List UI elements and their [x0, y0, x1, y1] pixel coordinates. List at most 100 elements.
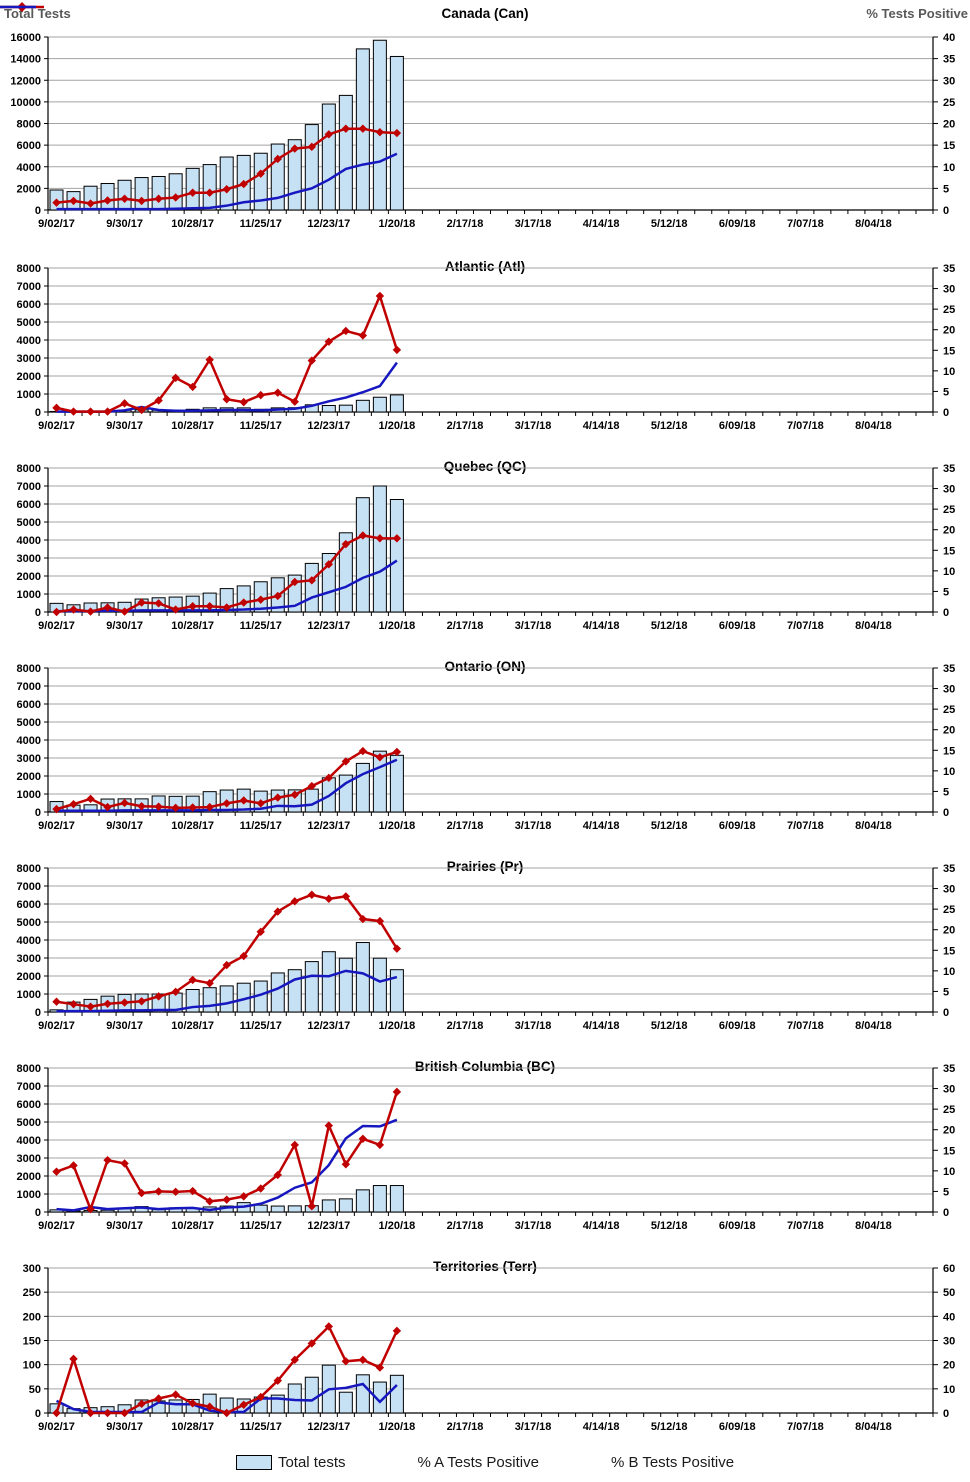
legend-label-pct-b: % B Tests Positive [610, 1454, 735, 1471]
x-tick-label: 9/30/17 [106, 1421, 143, 1433]
x-tick-label: 9/30/17 [106, 420, 143, 432]
left-tick-label: 6000 [17, 299, 41, 311]
diamond-marker [52, 198, 61, 207]
diamond-marker [171, 373, 180, 383]
left-tick-label: 3000 [17, 753, 41, 765]
right-tick-label: 50 [943, 1287, 955, 1299]
bar [304, 124, 319, 211]
bar [287, 969, 302, 1013]
left-tick-label: 1000 [17, 389, 41, 401]
x-tick-label: 5/12/18 [651, 420, 688, 432]
x-tick-label: 2/17/18 [447, 1220, 484, 1232]
left-tick-label: 8000 [17, 1063, 41, 1075]
x-tick-label: 5/12/18 [651, 1421, 688, 1433]
x-tick-label: 11/25/17 [240, 620, 282, 632]
diamond-marker [205, 602, 214, 611]
diamond-marker [222, 185, 231, 194]
bar [338, 957, 353, 1013]
x-tick-label: 1/20/18 [379, 218, 416, 230]
diamond-marker [239, 1192, 248, 1201]
x-tick-label: 4/14/18 [583, 820, 620, 832]
diamond-marker [137, 1399, 146, 1409]
right-tick-label: 20 [943, 1125, 955, 1137]
x-tick-label: 6/09/18 [719, 1020, 756, 1032]
bars-total-tests [49, 39, 404, 211]
chart-title-canada: Canada (Can) [441, 6, 529, 21]
x-tick-label: 1/20/18 [379, 1020, 416, 1032]
diamond-marker [120, 399, 129, 408]
diamond-marker [86, 1204, 95, 1214]
right-tick-label: 5 [943, 1186, 949, 1198]
right-tick-label: 10 [943, 1384, 955, 1396]
bar [134, 177, 149, 211]
diamond-marker [273, 388, 282, 397]
diamond-marker [273, 1170, 282, 1180]
bar [389, 1185, 404, 1213]
right-tick-label: 35 [943, 863, 955, 875]
x-tick-label: 6/09/18 [719, 1421, 756, 1433]
left-tick-label: 7000 [17, 881, 41, 893]
diamond-marker [86, 1408, 95, 1418]
x-tick-label: 2/17/18 [447, 620, 484, 632]
diamond-marker [392, 1326, 402, 1336]
diamond-marker [205, 1402, 214, 1411]
bar [321, 951, 336, 1013]
right-axis-title: % Tests Positive [866, 6, 968, 21]
line-pct-b-positive [56, 758, 398, 813]
x-tick-label: 3/17/18 [515, 218, 552, 230]
left-tick-label: 3000 [17, 353, 41, 365]
diamond-marker [52, 1408, 61, 1418]
chart-territories: Territories (Terr) 0 50 100 150 200 250 300 0 10… [0, 1255, 970, 1443]
left-tick-label: 4000 [17, 335, 41, 347]
right-tick-label: 20 [943, 1360, 955, 1372]
chart-title-quebec: Quebec (QC) [443, 459, 527, 474]
chart-british-columbia: British Columbia (BC) 0 1000 2000 3000 4000 5… [0, 1055, 970, 1255]
x-tick-label: 9/02/17 [38, 620, 75, 632]
x-tick-label: 7/07/18 [787, 1020, 824, 1032]
diamond-marker [69, 196, 78, 206]
chart-canvas-quebec: 0 1000 2000 3000 4000 5000 6000 7000 8000 0 5 10 15 2… [17, 463, 956, 632]
left-tick-label: 14000 [10, 54, 41, 66]
right-tick-label: 35 [943, 263, 955, 275]
x-tick-label: 5/12/18 [651, 1020, 688, 1032]
total-tests-swatch [235, 1455, 272, 1470]
chart-canvas-canada: 0 2000 4000 6000 8000 10000 12000 14000 16000 0 5 1… [10, 32, 955, 230]
legend-label-pct-a: % A Tests Positive [417, 1454, 539, 1471]
right-tick-label: 25 [943, 704, 955, 716]
right-tick-label: 10 [943, 566, 955, 578]
left-tick-label: 1000 [17, 589, 41, 601]
x-tick-label: 10/28/17 [171, 218, 214, 230]
diamond-marker [103, 196, 112, 205]
diamond-marker [324, 894, 334, 904]
left-tick-label: 8000 [17, 663, 41, 675]
right-tick-label: 35 [943, 463, 955, 475]
bar [338, 1391, 353, 1414]
diamond-marker [375, 127, 385, 137]
diamond-marker [154, 194, 163, 203]
right-tick-label: 5 [943, 183, 949, 195]
diamond-marker [324, 130, 334, 139]
x-tick-label: 12/23/17 [307, 1020, 350, 1032]
diamond-marker [290, 1140, 299, 1150]
left-tick-label: 0 [35, 1007, 41, 1019]
diamond-marker [239, 397, 248, 407]
left-tick-label: 150 [23, 1336, 41, 1348]
left-tick-label: 7000 [17, 481, 41, 493]
diamond-marker [307, 356, 316, 365]
bar [355, 399, 370, 413]
right-tick-label: 0 [943, 1408, 949, 1420]
right-tick-label: 30 [943, 1084, 955, 1096]
diamond-marker [103, 1155, 112, 1165]
x-tick-label: 1/20/18 [379, 820, 416, 832]
x-tick-label: 8/04/18 [855, 1421, 892, 1433]
chart-title-ontario: Ontario (ON) [444, 659, 526, 674]
diamond-marker [154, 802, 163, 811]
chart-canvas-prairies: 0 1000 2000 3000 4000 5000 6000 7000 8000 0 5 10 15 2… [17, 863, 956, 1032]
right-tick-label: 20 [943, 525, 955, 537]
x-tick-label: 7/07/18 [787, 420, 824, 432]
chart-canvas-territories: 0 50 100 150 200 250 300 0 10 20 30 40 50 60 9/02/17 9/… [23, 1263, 956, 1433]
right-tick-label: 35 [943, 54, 955, 66]
right-tick-label: 15 [943, 545, 955, 557]
x-tick-label: 7/07/18 [787, 620, 824, 632]
bar [270, 1205, 285, 1213]
